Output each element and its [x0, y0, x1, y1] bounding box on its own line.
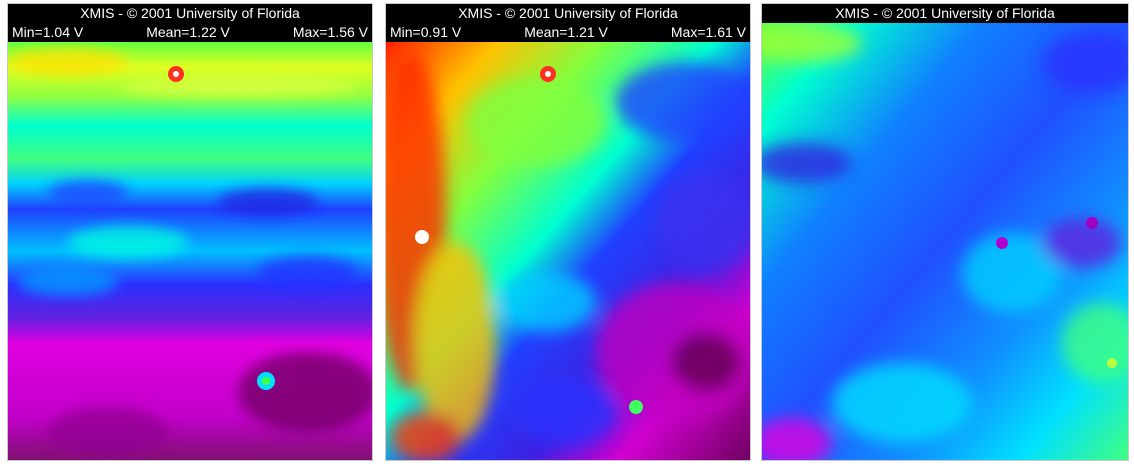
heatmap-panel-3: XMIS - © 2001 University of Florida	[761, 3, 1129, 461]
max-value: Max=1.61 V	[670, 24, 746, 40]
panel-header: XMIS - © 2001 University of Florida	[762, 4, 1128, 23]
max-value: Max=1.56 V	[292, 24, 368, 40]
panel-stats: Min=1.04 V Mean=1.22 V Max=1.56 V	[8, 23, 372, 42]
mean-value: Mean=1.21 V	[524, 24, 608, 40]
mean-value: Mean=1.22 V	[146, 24, 230, 40]
panel-stats: Min=0.91 V Mean=1.21 V Max=1.61 V	[386, 23, 750, 42]
panel-title: XMIS - © 2001 University of Florida	[458, 5, 678, 21]
heatmap-image	[762, 23, 1128, 460]
min-value: Min=1.04 V	[12, 24, 84, 40]
panel-title: XMIS - © 2001 University of Florida	[80, 5, 300, 21]
heatmap-image	[8, 42, 372, 460]
panel-header: XMIS - © 2001 University of Florida Min=…	[386, 4, 750, 42]
panel-title: XMIS - © 2001 University of Florida	[835, 5, 1055, 21]
heatmap-image	[386, 42, 750, 460]
panel-header: XMIS - © 2001 University of Florida Min=…	[8, 4, 372, 42]
heatmap-panel-1: XMIS - © 2001 University of Florida Min=…	[7, 3, 373, 461]
min-value: Min=0.91 V	[390, 24, 462, 40]
heatmap-panel-2: XMIS - © 2001 University of Florida Min=…	[385, 3, 751, 461]
